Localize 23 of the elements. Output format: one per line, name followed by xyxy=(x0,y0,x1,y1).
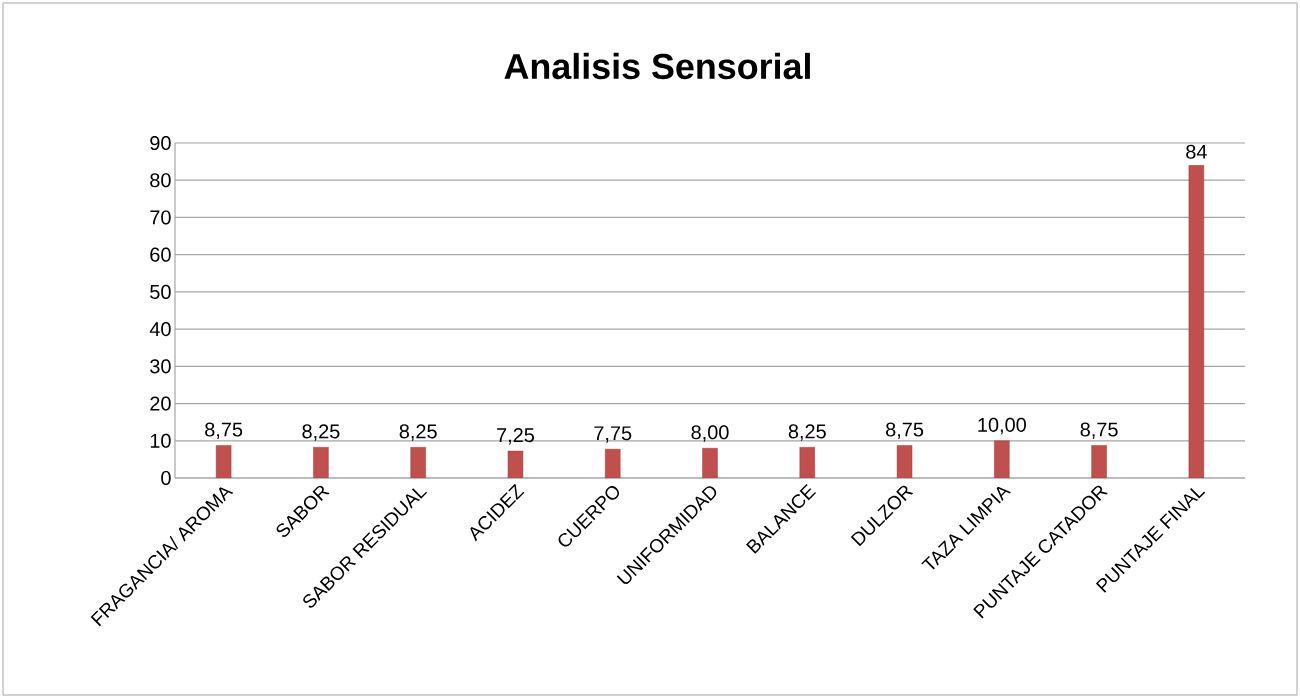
data-label: 8,25 xyxy=(399,424,437,441)
y-tick-label: 20 xyxy=(150,396,171,411)
y-tick-label: 0 xyxy=(161,470,171,486)
data-label: 8,25 xyxy=(302,424,340,441)
y-tick-label: 70 xyxy=(150,210,171,225)
data-label: 7,25 xyxy=(497,428,535,445)
data-label: 8,75 xyxy=(886,422,924,439)
chart-title: Analisis Sensorial xyxy=(504,52,810,80)
data-label: 8,75 xyxy=(205,422,243,439)
data-label: 10,00 xyxy=(978,417,1026,435)
y-tick-label: 50 xyxy=(150,284,171,299)
data-label: 8,75 xyxy=(1080,422,1118,439)
data-label: 8,00 xyxy=(691,425,729,442)
y-tick-label: 10 xyxy=(150,433,171,448)
data-label: 7,75 xyxy=(594,426,632,443)
y-tick-label: 80 xyxy=(150,173,171,188)
y-tick-label: 40 xyxy=(149,322,171,337)
y-tick-label: 60 xyxy=(150,247,171,262)
data-label: 84 xyxy=(1186,144,1207,159)
y-tick-label: 90 xyxy=(150,135,171,151)
y-tick-label: 30 xyxy=(150,359,171,374)
bar xyxy=(994,440,1010,478)
data-label: 8,25 xyxy=(788,424,826,441)
